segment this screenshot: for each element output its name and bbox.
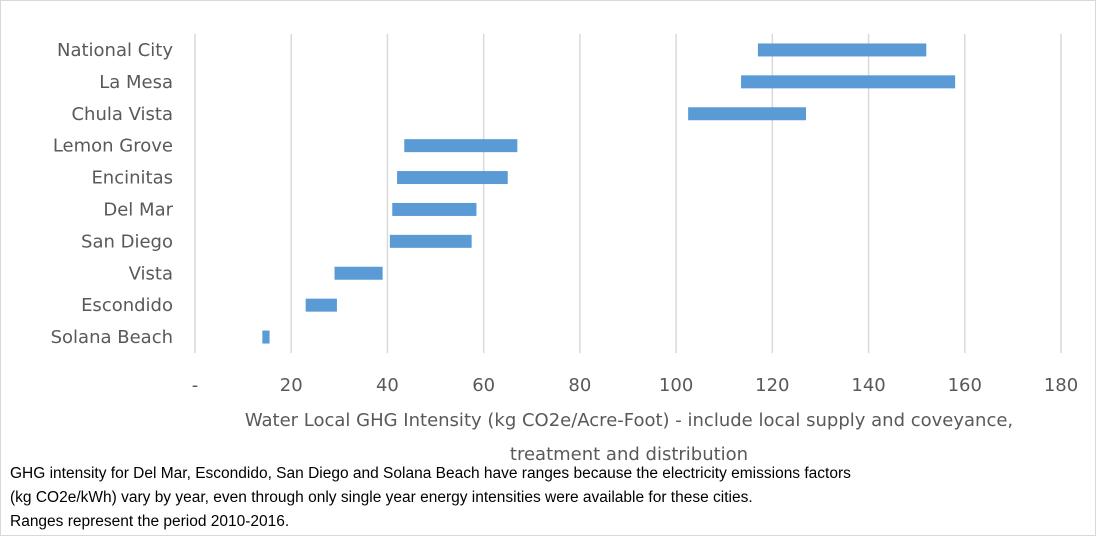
x-tick-label-1: 20 [280,375,303,396]
x-tick-labels: - 20 40 60 80 100 120 140 160 180 [192,375,1078,396]
x-tick-label-2: 40 [376,375,399,396]
bar-escondido [305,298,337,312]
x-tick-label-6: 120 [755,375,789,396]
bar-san-diego [389,234,472,248]
bar-del-mar [392,202,477,216]
category-label-national-city: National City [57,40,173,61]
bar-la-mesa [741,75,956,89]
bar-vista [334,266,383,280]
footnote-line-3: Ranges represent the period 2010-2016. [10,513,290,530]
category-label-del-mar: Del Mar [103,199,173,220]
footnote-line-2: (kg CO2e/kWh) vary by year, even through… [10,489,753,506]
bar-lemon-grove [404,139,518,153]
category-label-chula-vista: Chula Vista [71,104,173,125]
category-label-la-mesa: La Mesa [99,72,173,93]
bar-encinitas [397,171,508,185]
category-labels: National City La Mesa Chula Vista Lemon Gro… [51,40,174,348]
x-tick-label-9: 180 [1044,375,1078,396]
x-tick-label-0: - [192,375,199,396]
category-label-escondido: Escondido [81,295,173,316]
bar-chula-vista [688,107,807,121]
x-tick-label-4: 80 [568,375,591,396]
category-label-lemon-grove: Lemon Grove [53,136,173,157]
footnote-line-1: GHG intensity for Del Mar, Escondido, Sa… [10,465,851,482]
bar-solana-beach [262,330,270,344]
x-tick-label-5: 100 [659,375,693,396]
x-tick-label-8: 160 [948,375,982,396]
bar-national-city [757,43,927,57]
category-label-san-diego: San Diego [81,231,173,252]
category-label-solana-beach: Solana Beach [51,327,173,348]
bars [262,43,956,344]
category-label-encinitas: Encinitas [91,168,173,189]
x-tick-label-7: 140 [851,375,885,396]
category-label-vista: Vista [129,263,173,284]
chart-footnote: GHG intensity for Del Mar, Escondido, Sa… [10,462,1090,534]
x-tick-label-3: 60 [472,375,495,396]
x-axis-title-line-1: Water Local GHG Intensity (kg CO2e/Acre-… [245,410,1013,431]
x-axis-title-line-2: treatment and distribution [510,444,748,465]
